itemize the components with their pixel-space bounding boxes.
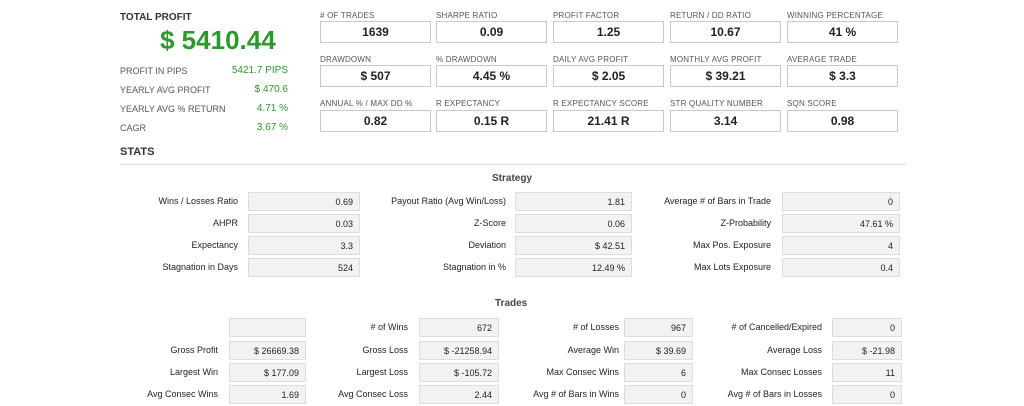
strategy-title: Strategy [492, 173, 533, 184]
metric-label: PROFIT FACTOR [553, 11, 620, 20]
metric-value: $ 3.3 [787, 65, 898, 87]
metric-label: R EXPECTANCY SCORE [553, 99, 649, 108]
trade-value: 967 [624, 318, 693, 337]
stat-value: 0 [782, 192, 900, 211]
trade-value: 11 [832, 363, 902, 382]
metric-value: 41 % [787, 21, 898, 43]
trade-label: Gross Profit [170, 345, 218, 355]
metric-label: ANNUAL % / MAX DD % [320, 99, 413, 108]
metric-value: 3.14 [670, 110, 781, 132]
trade-label: Largest Win [169, 367, 218, 377]
trade-label: Max Consec Wins [546, 367, 619, 377]
stat-label: Stagnation in % [442, 262, 506, 272]
trade-value: $ 26669.38 [229, 341, 306, 360]
summary-label: YEARLY AVG PROFIT [120, 85, 211, 95]
total-profit-value: $ 5410.44 [160, 25, 276, 55]
metric-label: STR QUALITY NUMBER [670, 99, 763, 108]
stat-label: Deviation [468, 240, 506, 250]
stat-label: Z-Probability [720, 218, 771, 228]
trade-label: Max Consec Losses [740, 367, 822, 377]
metric-value: $ 2.05 [553, 65, 664, 87]
summary-value: $ 470.6 [254, 84, 288, 95]
stat-label: Max Pos. Exposure [692, 240, 771, 250]
summary-value: 4.71 % [256, 103, 288, 114]
metric-label: # OF TRADES [320, 11, 375, 20]
metric-label: RETURN / DD RATIO [670, 11, 752, 20]
stat-label: Stagnation in Days [162, 262, 238, 272]
trade-value: $ -105.72 [419, 363, 499, 382]
metric-value: $ 39.21 [670, 65, 781, 87]
trade-label: Avg # of Bars in Wins [533, 389, 619, 399]
stat-label: Z-Score [473, 218, 506, 228]
trade-label: Avg Consec Wins [147, 389, 218, 399]
trade-value: $ 177.09 [229, 363, 306, 382]
summary-value: 3.67 % [256, 122, 288, 133]
trades-title: Trades [495, 298, 528, 309]
stat-label: Max Lots Exposure [693, 262, 771, 272]
stat-value: 0.06 [515, 214, 632, 233]
metric-value: 0.09 [436, 21, 547, 43]
metric-label: DAILY AVG PROFIT [553, 55, 629, 64]
stat-value: 524 [248, 258, 360, 277]
stat-value: 4 [782, 236, 900, 255]
trade-value: $ 39.69 [624, 341, 693, 360]
metric-label: AVERAGE TRADE [787, 55, 857, 64]
trade-value: 0 [832, 385, 902, 404]
stats-title: STATS [120, 146, 155, 158]
stat-label: Average # of Bars in Trade [664, 196, 771, 206]
stat-value: 0.69 [248, 192, 360, 211]
stat-value: $ 42.51 [515, 236, 632, 255]
trade-value: 2.44 [419, 385, 499, 404]
metric-value: 1639 [320, 21, 431, 43]
metric-value: $ 507 [320, 65, 431, 87]
metric-value: 21.41 R [553, 110, 664, 132]
stat-value: 12.49 % [515, 258, 632, 277]
total-profit-label: TOTAL PROFIT [120, 12, 192, 23]
trade-value: 0 [832, 318, 902, 337]
trade-label: Avg Consec Loss [338, 389, 408, 399]
metric-label: SHARPE RATIO [436, 11, 498, 20]
stat-label: Payout Ratio (Avg Win/Loss) [391, 196, 506, 206]
stat-value: 1.81 [515, 192, 632, 211]
trade-label: # of Cancelled/Expired [731, 322, 822, 332]
trade-label: Avg # of Bars in Losses [727, 389, 822, 399]
metric-value: 0.15 R [436, 110, 547, 132]
summary-label: PROFIT IN PIPS [120, 66, 188, 76]
trade-label: Average Win [567, 345, 619, 355]
stats-divider [120, 164, 906, 165]
trade-value: 672 [419, 318, 499, 337]
metric-value: 10.67 [670, 21, 781, 43]
metric-value: 0.98 [787, 110, 898, 132]
trade-value: 1.69 [229, 385, 306, 404]
metric-label: % DRAWDOWN [436, 55, 497, 64]
metric-value: 4.45 % [436, 65, 547, 87]
stat-value: 47.61 % [782, 214, 900, 233]
metric-value: 1.25 [553, 21, 664, 43]
stat-value: 0.03 [248, 214, 360, 233]
summary-label: YEARLY AVG % RETURN [120, 104, 226, 114]
stat-value: 3.3 [248, 236, 360, 255]
trade-label: # of Wins [370, 322, 408, 332]
summary-value: 5421.7 PIPS [231, 65, 288, 76]
metric-label: R EXPECTANCY [436, 99, 501, 108]
trade-label: # of Losses [572, 322, 619, 332]
trade-value: $ -21.98 [832, 341, 902, 360]
metric-label: MONTHLY AVG PROFIT [670, 55, 762, 64]
trade-value [229, 318, 306, 337]
metric-label: WINNING PERCENTAGE [787, 11, 883, 20]
stat-label: AHPR [212, 218, 238, 228]
metric-label: DRAWDOWN [320, 55, 372, 64]
trade-value: $ -21258.94 [419, 341, 499, 360]
trade-label: Average Loss [767, 345, 822, 355]
stat-label: Expectancy [191, 240, 238, 250]
trade-value: 6 [624, 363, 693, 382]
metric-label: SQN SCORE [787, 99, 837, 108]
trade-label: Gross Loss [362, 345, 408, 355]
trade-value: 0 [624, 385, 693, 404]
stat-label: Wins / Losses Ratio [158, 196, 238, 206]
stat-value: 0.4 [782, 258, 900, 277]
summary-label: CAGR [120, 123, 147, 133]
metric-value: 0.82 [320, 110, 431, 132]
trade-label: Largest Loss [356, 367, 408, 377]
